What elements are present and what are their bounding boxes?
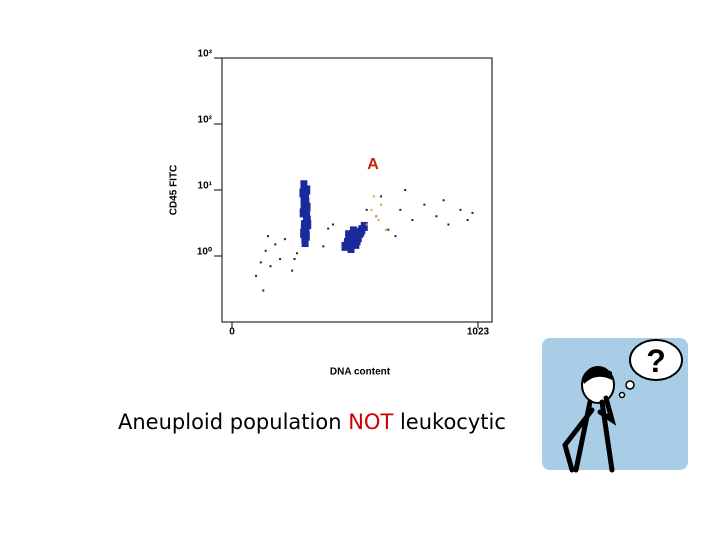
point <box>303 202 311 212</box>
point <box>380 195 383 198</box>
point <box>411 219 414 222</box>
point <box>322 245 325 248</box>
point <box>295 252 298 255</box>
point <box>291 269 294 272</box>
point <box>394 235 397 238</box>
point <box>435 215 438 218</box>
point <box>351 231 359 241</box>
point <box>360 221 368 231</box>
y-tick-label: 10⁰ <box>197 247 212 258</box>
point <box>255 274 258 277</box>
point <box>372 195 375 198</box>
point <box>331 223 334 226</box>
point <box>380 203 383 206</box>
point <box>404 189 407 191</box>
point <box>459 208 462 211</box>
y-tick-label: 10² <box>198 115 213 126</box>
point <box>347 243 355 253</box>
point <box>302 191 310 201</box>
point <box>352 239 360 249</box>
point <box>264 249 267 252</box>
point <box>387 228 390 231</box>
point <box>303 185 311 195</box>
caption-text: Aneuploid population <box>118 410 342 434</box>
x-axis-label: DNA content <box>330 367 391 378</box>
y-tick-label: 10³ <box>198 49 213 60</box>
annotation: A <box>367 156 379 173</box>
point <box>293 258 296 261</box>
point <box>365 208 368 211</box>
point <box>375 215 378 218</box>
point <box>345 230 353 240</box>
point <box>466 219 469 222</box>
point <box>269 265 272 268</box>
point <box>471 211 474 214</box>
point <box>370 208 373 211</box>
plot-frame <box>221 57 493 323</box>
point <box>357 227 365 237</box>
point <box>447 223 450 226</box>
point <box>302 231 310 241</box>
caption-text: leukocytic <box>399 410 506 434</box>
x-tick-label: 1023 <box>467 327 490 338</box>
point <box>300 180 308 190</box>
point <box>349 226 357 236</box>
point <box>399 208 402 211</box>
point <box>299 208 307 218</box>
clipart: ? <box>542 338 688 473</box>
point <box>301 238 309 248</box>
point <box>279 258 282 261</box>
point <box>302 197 310 207</box>
svg-text:?: ? <box>646 343 666 379</box>
point <box>259 261 262 264</box>
y-tick-label: 10¹ <box>198 181 213 192</box>
point <box>300 221 308 231</box>
x-tick-label: 0 <box>229 327 235 338</box>
point <box>262 289 265 292</box>
point <box>274 243 277 246</box>
point <box>267 235 270 238</box>
point <box>377 219 380 222</box>
point <box>384 228 387 231</box>
point <box>365 223 368 226</box>
point <box>354 233 362 243</box>
y-axis-label: CD45 FITC <box>169 165 180 216</box>
point <box>327 227 330 230</box>
caption-emphasis: NOT <box>348 410 394 434</box>
point <box>442 199 445 202</box>
point <box>423 203 426 206</box>
caption: Aneuploid population NOT leukocytic <box>118 410 506 434</box>
point <box>283 238 286 241</box>
